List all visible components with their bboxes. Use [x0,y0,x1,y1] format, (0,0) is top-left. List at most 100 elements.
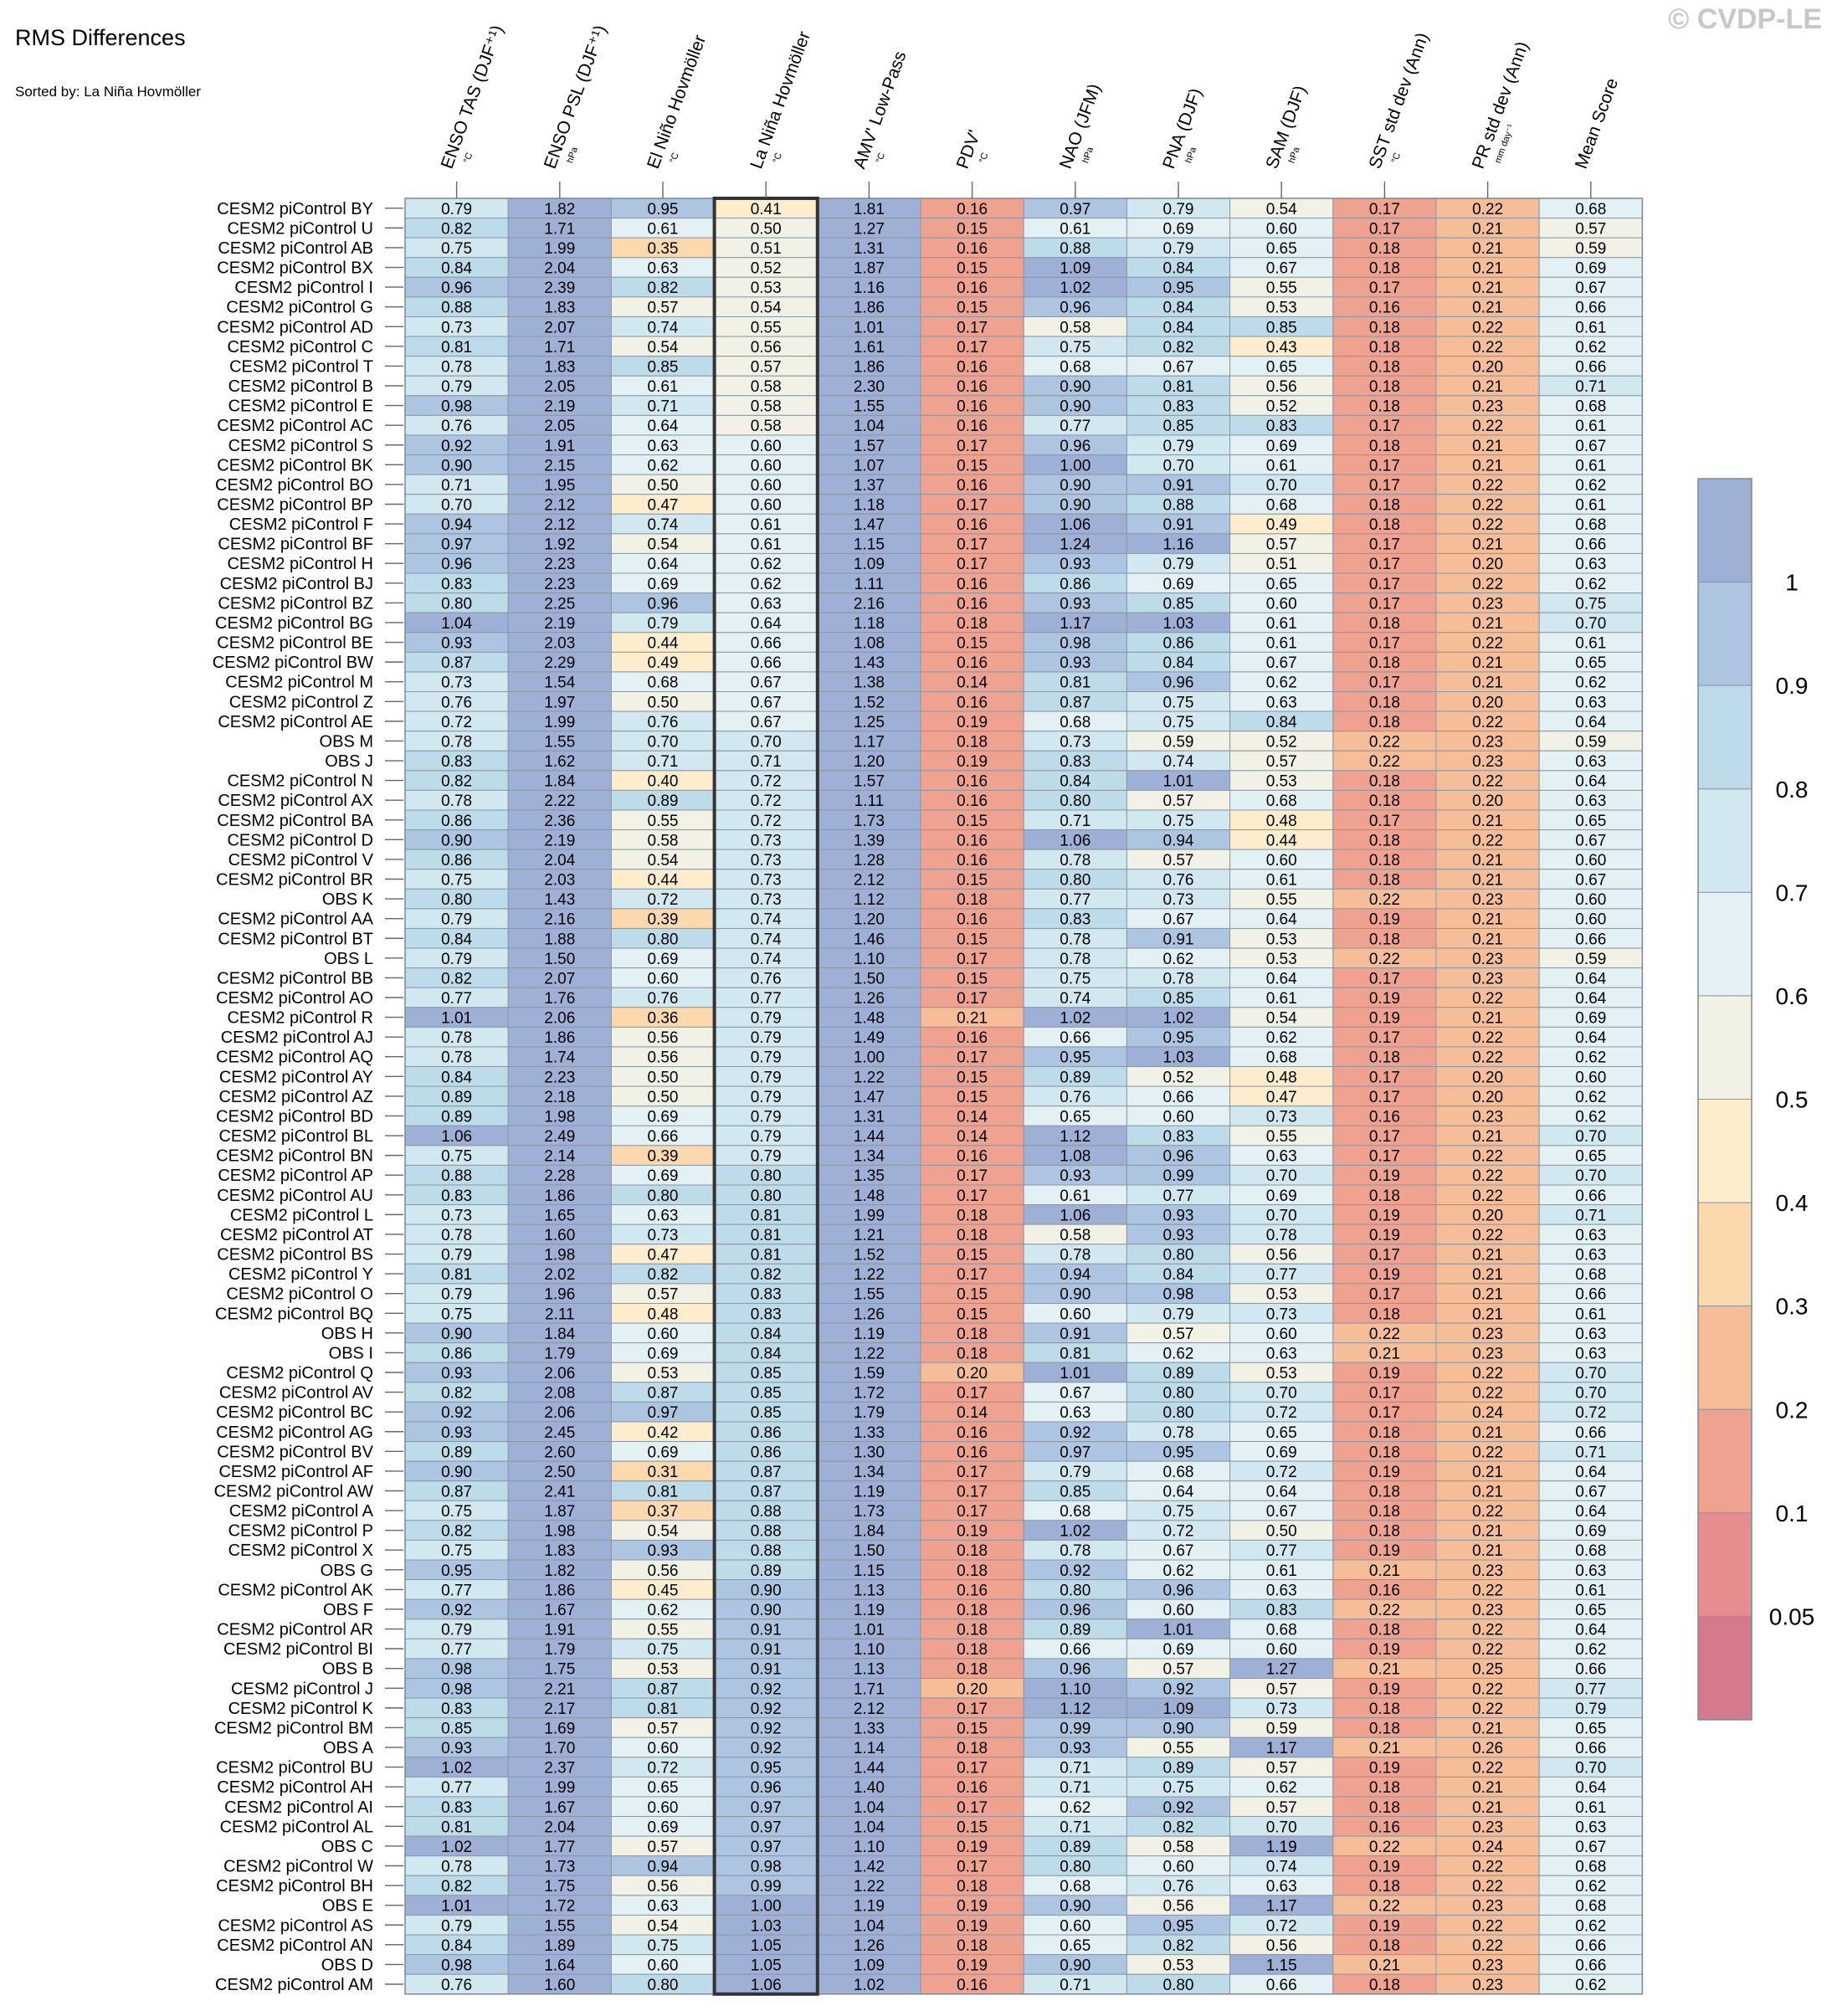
table-row: 0.89 2.18 0.50 0.79 1.47 0.15 0.76 0.66 0.47 0.17… [404,1085,1643,1107]
cell-value: 0.71 [1060,1779,1090,1797]
table-row: 0.75 2.03 0.44 0.73 2.12 0.15 0.80 0.76 0.61 0.18… [404,869,1643,890]
cell-value: 0.67 [751,714,782,731]
cell-value: 0.15 [957,1720,988,1737]
cell-value: 1.83 [544,300,575,317]
row-label: CESM2 piControl BR [216,871,373,890]
column-unit: hPa [1080,145,1096,164]
colorbar-tick-label: 0.1 [1776,1500,1809,1526]
cell-value: 0.61 [1575,1582,1606,1599]
cell-value: 0.67 [751,694,782,711]
cell-value: 2.12 [854,1701,885,1718]
cell-value: 1.33 [854,1720,885,1737]
cell-value: 0.62 [1266,1029,1297,1047]
cell-value: 0.68 [1575,398,1606,416]
cell-value: 0.78 [1060,852,1090,869]
table-row: 0.83 2.17 0.81 0.92 2.12 0.17 1.12 1.09 0.73 0.18… [404,1697,1643,1719]
cell-value: 1.01 [1163,1622,1194,1639]
cell-value: 0.23 [1472,753,1503,771]
cell-value: 0.68 [1575,516,1606,534]
table-row: 0.77 1.86 0.45 0.90 1.13 0.16 0.80 0.96 0.63 0.16… [404,1579,1643,1600]
cell-value: 0.60 [1266,595,1297,613]
cell-value: 0.23 [1472,1957,1503,1974]
cell-value: 0.19 [957,1898,988,1916]
cell-value: 0.15 [957,1286,988,1304]
cell-value: 1.99 [544,1779,575,1797]
cell-value: 1.10 [1060,1680,1090,1698]
cell-value: 0.95 [1163,1917,1194,1935]
cell-value: 0.22 [1472,1188,1503,1205]
cell-value: 1.57 [854,773,885,791]
cell-value: 0.63 [1266,1148,1297,1166]
cell-value: 0.44 [648,872,679,890]
cell-value: 0.81 [751,1247,782,1264]
cell-value: 0.49 [1266,516,1297,534]
cell-value: 1.34 [854,1148,885,1166]
cell-value: 1.98 [544,1247,575,1264]
table-row: 0.78 1.60 0.73 0.81 1.21 0.18 0.58 0.93 0.78 0.19… [404,1223,1643,1245]
cell-value: 0.61 [1266,457,1297,475]
cell-value: 1.00 [1060,457,1090,475]
table-row: 0.93 2.06 0.53 0.85 1.59 0.20 1.01 0.89 0.53 0.19… [404,1362,1643,1383]
column-header-nao-jfm: NAO (JFM)hPa [1056,81,1105,172]
cell-value: 0.17 [1369,970,1400,987]
cell-value: 0.61 [1060,1188,1090,1205]
cell-value: 0.80 [751,1188,782,1205]
cell-value: 0.37 [648,1503,679,1521]
cell-value: 0.57 [1163,793,1194,810]
cell-value: 0.60 [751,477,782,495]
cell-value: 2.04 [544,1819,575,1836]
cell-value: 0.17 [1369,1029,1400,1047]
cell-value: 0.80 [1163,1977,1194,1994]
cell-value: 0.89 [751,1562,782,1580]
cell-value: 0.21 [1472,1523,1503,1541]
table-row: 0.75 2.14 0.39 0.79 1.34 0.16 1.08 0.96 0.63 0.17… [404,1145,1643,1166]
table-row: 0.83 1.62 0.71 0.71 1.20 0.19 0.83 0.74 0.57 0.22… [404,750,1643,772]
cell-value: 2.06 [544,1404,575,1422]
cell-value: 0.79 [648,615,679,633]
table-row: 0.81 2.02 0.82 0.82 1.22 0.17 0.94 0.84 0.77 0.19… [404,1263,1643,1285]
row-label: OBS A [323,1739,374,1757]
table-row: 0.93 2.45 0.42 0.86 1.33 0.16 0.92 0.78 0.65 0.18… [404,1421,1643,1443]
cell-value: 0.65 [1575,813,1606,830]
cell-value: 0.16 [957,516,988,534]
cell-value: 0.21 [1472,457,1503,475]
cell-value: 0.80 [1060,872,1090,890]
cell-value: 0.57 [648,1286,679,1304]
row-label: CESM2 piControl BN [216,1147,373,1166]
cell-value: 1.89 [544,1937,575,1955]
cell-value: 0.85 [1163,418,1194,435]
cell-value: 0.79 [441,378,472,396]
colorbar-tick-label: 0.4 [1776,1190,1809,1216]
cell-value: 0.60 [751,457,782,475]
colorbar-segment [1697,891,1752,997]
row-label: CESM2 piControl BY [217,200,373,218]
cell-value: 0.96 [441,280,472,297]
cell-value: 0.50 [648,1089,679,1106]
cell-value: 0.66 [1575,1957,1606,1974]
cell-value: 2.23 [544,576,575,593]
cell-value: 0.70 [648,733,679,751]
table-row: 0.94 2.12 0.74 0.61 1.47 0.16 1.06 0.91 0.49 0.18… [404,513,1643,535]
row-label: CESM2 piControl BJ [220,575,373,593]
cell-value: 0.60 [1575,911,1606,929]
cell-value: 0.17 [1369,1404,1400,1422]
cell-value: 2.08 [544,1385,575,1403]
cell-value: 0.18 [957,1937,988,1955]
cell-value: 1.48 [854,1010,885,1028]
cell-value: 0.62 [1575,1089,1606,1106]
table-row: 0.75 1.99 0.35 0.51 1.31 0.16 0.88 0.79 0.65 0.18… [404,237,1643,259]
cell-value: 0.99 [1163,1167,1194,1185]
cell-value: 0.76 [751,970,782,987]
cell-value: 0.22 [1472,1503,1503,1521]
colorbar-segment [1697,478,1752,583]
cell-value: 0.67 [1163,911,1194,929]
cell-value: 1.99 [854,1207,885,1224]
cell-value: 0.80 [1163,1404,1194,1422]
cell-value: 0.96 [1060,1661,1090,1679]
cell-value: 0.75 [1163,714,1194,731]
cell-value: 0.17 [1369,1247,1400,1264]
cell-value: 2.39 [544,280,575,297]
cell-value: 1.84 [544,773,575,791]
cell-value: 1.87 [854,260,885,278]
column-labels: ENSO TAS (DJF⁺¹)°C ENSO PSL (DJF⁺¹)hPa El … [438,23,1622,198]
